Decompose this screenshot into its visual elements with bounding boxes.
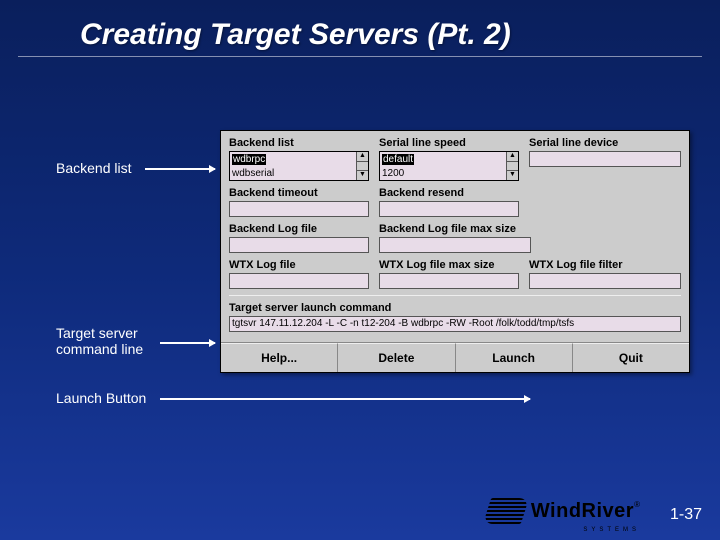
annotation-backend-list: Backend list	[56, 160, 131, 176]
annotation-launch-button: Launch Button	[56, 390, 146, 406]
backend-resend-label: Backend resend	[379, 187, 519, 199]
launch-button[interactable]: Launch	[456, 343, 573, 372]
arrow-launch-button	[160, 398, 530, 400]
serial-speed-label: Serial line speed	[379, 137, 519, 149]
quit-button[interactable]: Quit	[573, 343, 689, 372]
launch-cmd-input[interactable]: tgtsvr 147.11.12.204 -L -C -n t12-204 -B…	[229, 316, 681, 332]
backend-resend-input[interactable]	[379, 201, 519, 217]
logo-subtext: SYSTEMS	[583, 527, 640, 533]
dialog-divider	[229, 295, 681, 296]
title-underline	[18, 56, 702, 57]
backend-log-max-label: Backend Log file max size	[379, 223, 531, 235]
page-number: 1-37	[670, 506, 702, 524]
logo-text: WindRiver	[531, 500, 634, 522]
backend-timeout-input[interactable]	[229, 201, 369, 217]
backend-log-file-input[interactable]	[229, 237, 369, 253]
annotation-target-server-cmd: Target server command line	[56, 325, 143, 357]
backend-log-file-label: Backend Log file	[229, 223, 369, 235]
serial-device-input[interactable]	[529, 151, 681, 167]
slide-title: Creating Target Servers (Pt. 2)	[0, 0, 720, 56]
delete-button[interactable]: Delete	[338, 343, 455, 372]
logo-registered-icon: ®	[634, 500, 640, 509]
wtx-log-max-input[interactable]	[379, 273, 519, 289]
arrow-target-server-cmd	[160, 342, 215, 344]
backend-log-max-input[interactable]	[379, 237, 531, 253]
target-server-dialog: Backend list wdbrpc wdbserial ▲▼ Serial …	[220, 130, 690, 373]
arrow-backend-list	[145, 168, 215, 170]
wtx-log-max-label: WTX Log file max size	[379, 259, 519, 271]
dialog-button-row: Help... Delete Launch Quit	[221, 342, 689, 372]
serial-speed-list[interactable]: default 1200 ▲▼	[379, 151, 519, 181]
backend-list[interactable]: wdbrpc wdbserial ▲▼	[229, 151, 369, 181]
wind-river-logo: WindRiver® SYSTEMS	[487, 498, 640, 524]
wtx-log-filter-label: WTX Log file filter	[529, 259, 681, 271]
logo-mark-icon	[483, 498, 529, 524]
serial-speed-selected: default	[382, 154, 414, 165]
backend-list-selected: wdbrpc	[232, 154, 266, 165]
backend-list-option: wdbserial	[232, 168, 274, 179]
wtx-log-file-label: WTX Log file	[229, 259, 369, 271]
help-button[interactable]: Help...	[221, 343, 338, 372]
backend-list-scrollbar[interactable]: ▲▼	[356, 152, 368, 180]
serial-speed-option: 1200	[382, 168, 404, 179]
serial-device-label: Serial line device	[529, 137, 681, 149]
launch-cmd-label: Target server launch command	[229, 302, 681, 314]
serial-speed-scrollbar[interactable]: ▲▼	[506, 152, 518, 180]
wtx-log-file-input[interactable]	[229, 273, 369, 289]
wtx-log-filter-input[interactable]	[529, 273, 681, 289]
backend-timeout-label: Backend timeout	[229, 187, 369, 199]
backend-list-label: Backend list	[229, 137, 369, 149]
